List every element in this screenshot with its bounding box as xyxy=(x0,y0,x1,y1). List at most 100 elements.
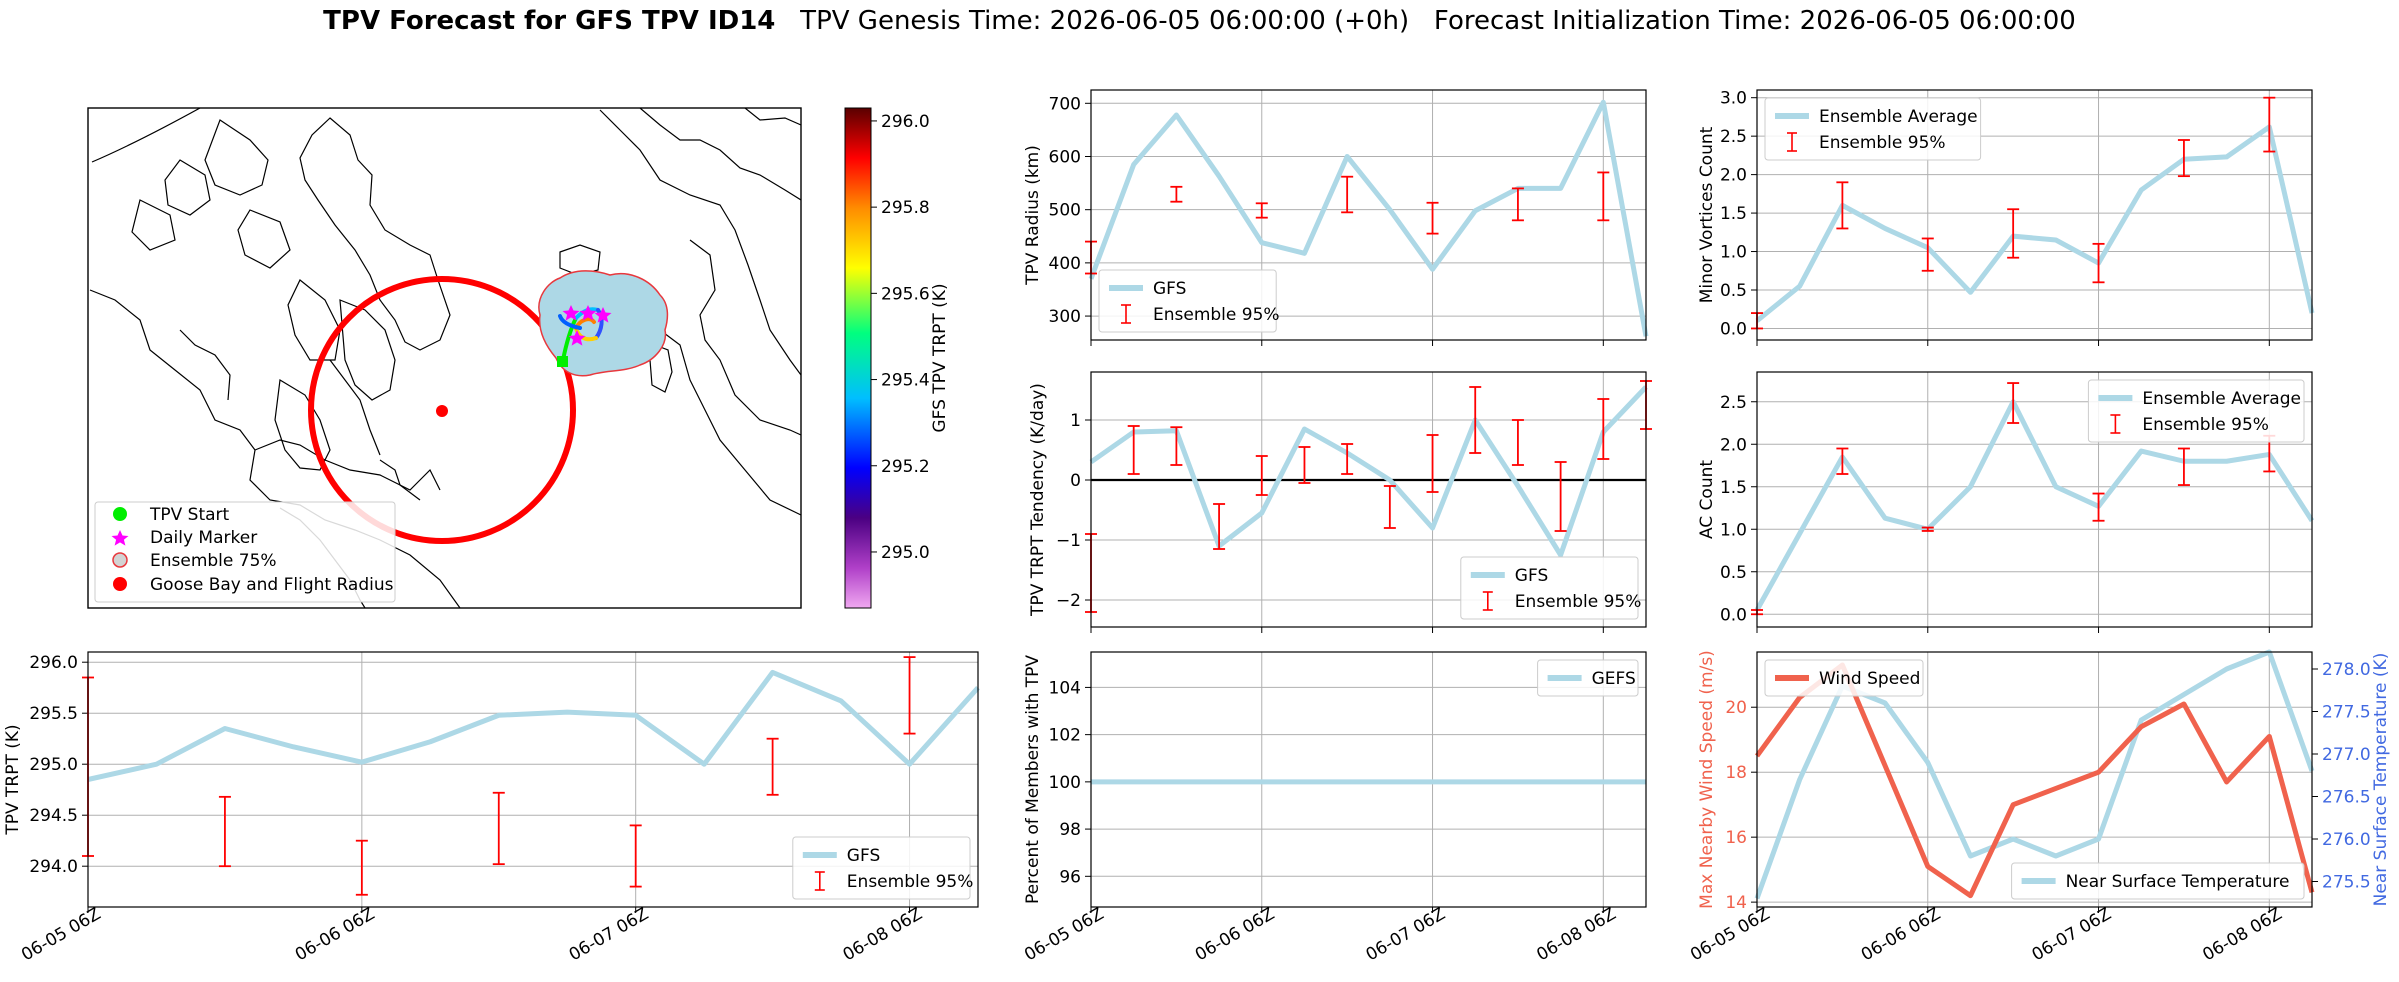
series-line xyxy=(87,669,980,782)
error-bar xyxy=(1383,485,1396,529)
legend-box xyxy=(1537,659,1639,697)
y-tick-label: 294.0 xyxy=(29,857,78,877)
error-bar xyxy=(2177,139,2190,178)
y-tick-label: −2 xyxy=(1056,591,1081,611)
x-tick-label: 06-07 06Z xyxy=(566,904,652,965)
legend-entry: GEFS xyxy=(1592,669,1636,689)
minor-vortices-panel: 0.0 0.5 1.0 1.5 2.0 2.5 3.0 Ensemble Average Ens… xyxy=(1697,89,2315,346)
error-bar xyxy=(1255,455,1268,496)
x-tick-label: 06-06 06Z xyxy=(1858,904,1944,965)
y-tick-label: 16 xyxy=(1725,828,1747,848)
y-tick-label: 98 xyxy=(1059,820,1081,840)
y-tick-label: 2.5 xyxy=(1720,127,1747,147)
y2-tick-label: 277.5 xyxy=(2322,703,2371,723)
error-bar xyxy=(1341,443,1354,475)
legend-goose-bay-icon xyxy=(113,577,127,591)
legend-entry: Ensemble 95% xyxy=(847,872,974,892)
y2-tick-label: 276.0 xyxy=(2322,830,2371,850)
error-bar xyxy=(2092,492,2105,522)
legend-entry: Ensemble Average xyxy=(1819,107,1978,127)
error-bar xyxy=(1298,446,1311,484)
error-bar xyxy=(1255,202,1268,219)
y-axis-label: TPV TRPT (K) xyxy=(3,724,23,835)
colorbar-tick-label: 295.6 xyxy=(881,284,930,304)
figure-title: TPV Forecast for GFS TPV ID14 TPV Genesi… xyxy=(0,6,2399,36)
y-tick-label: 14 xyxy=(1725,893,1747,913)
legend-entry: GFS xyxy=(847,846,880,866)
figure-title-bold: TPV Forecast for GFS TPV ID14 xyxy=(323,6,776,36)
x-tick-label: 06-05 06Z xyxy=(1687,904,1773,965)
plot-frame xyxy=(87,651,979,908)
y-tick-label: 18 xyxy=(1725,763,1747,783)
legend-daily-marker-icon xyxy=(111,530,129,546)
legend-tpv-start-icon xyxy=(113,507,127,521)
y-tick-label: 0.5 xyxy=(1720,563,1747,583)
error-bar xyxy=(1597,398,1610,460)
y-tick-label: 96 xyxy=(1059,867,1081,887)
colorbar-ticks: 296.0 295.8 295.6 295.4 295.2 295.0 xyxy=(871,112,930,563)
error-bar xyxy=(1469,386,1482,454)
error-bar xyxy=(2007,208,2020,259)
legend-box xyxy=(1460,556,1639,620)
legend-box xyxy=(1764,97,1982,161)
y-axis-label: Percent of Members with TPV xyxy=(1023,655,1043,904)
error-bar xyxy=(1426,201,1439,235)
flight-radius-circle xyxy=(308,276,576,544)
error-bar xyxy=(1921,526,1934,532)
x-tick-label: 06-06 06Z xyxy=(1192,904,1278,965)
legend-entry: Ensemble 95% xyxy=(1515,592,1642,612)
x-tick-label: 06-07 06Z xyxy=(1363,904,1449,965)
legend-entry: GFS xyxy=(1153,279,1186,299)
x-tick-label: 06-06 06Z xyxy=(292,904,378,965)
y-tick-label: 300 xyxy=(1049,307,1081,327)
y-tick-label: 100 xyxy=(1049,773,1081,793)
colorbar-tick-label: 295.4 xyxy=(881,371,930,391)
series-line xyxy=(1755,124,2315,323)
error-bar xyxy=(2092,242,2105,284)
y-tick-label: 2.0 xyxy=(1720,166,1747,186)
daily-marker-star xyxy=(579,305,597,321)
plot-frame xyxy=(1090,651,1647,908)
y-axis-label: TPV TRPT Tendency (K/day) xyxy=(1028,383,1048,617)
series-line xyxy=(1088,99,1649,337)
error-bar xyxy=(766,737,779,796)
y2-axis-label: Near Surface Temperature (K) xyxy=(2371,653,2391,907)
map-legend: TPV Start Daily Marker Ensemble 75% Goos… xyxy=(94,501,396,603)
x-tick-label: 06-05 06Z xyxy=(18,904,104,965)
error-bar xyxy=(903,656,916,735)
error-bar xyxy=(629,824,642,888)
plot-frame xyxy=(1090,89,1647,341)
y-tick-label: 104 xyxy=(1049,678,1081,698)
plot-frame xyxy=(1756,89,2313,341)
y-tick-label: 1.5 xyxy=(1720,478,1747,498)
error-bar xyxy=(2263,96,2276,153)
error-bar xyxy=(355,839,368,896)
y2-tick-label: 278.0 xyxy=(2322,660,2371,680)
error-bar xyxy=(1170,426,1183,466)
error-bar xyxy=(1511,419,1524,466)
tendency-panel: −2 −1 0 1 GFS Ensemble 95% TPV TRPT Tendency (… xyxy=(1028,371,1652,633)
y-tick-label: 0.0 xyxy=(1720,319,1747,339)
error-bar xyxy=(1426,434,1439,493)
colorbar-tick-label: 295.2 xyxy=(881,457,930,477)
error-bar xyxy=(218,795,231,868)
plot-frame xyxy=(1090,371,1647,628)
colorbar-label: GFS TPV TRPT (K) xyxy=(930,283,950,432)
y-tick-label: 1.5 xyxy=(1720,204,1747,224)
y-axis-label: AC Count xyxy=(1697,460,1717,539)
legend-entry: Ensemble 95% xyxy=(2142,415,2269,435)
error-bar xyxy=(1554,461,1567,532)
ac-count-panel: 0.0 0.5 1.0 1.5 2.0 2.5 Ensemble Average Ensemb… xyxy=(1697,371,2315,633)
map-panel: TPV Start Daily Marker Ensemble 75% Goos… xyxy=(87,107,950,609)
colorbar-gradient xyxy=(844,107,872,609)
figure-title-rest: TPV Genesis Time: 2026-06-05 06:00:00 (+… xyxy=(775,6,2076,36)
legend-ensemble-icon xyxy=(112,552,128,568)
y-tick-label: 2.5 xyxy=(1720,393,1747,413)
y-tick-label: 2.0 xyxy=(1720,435,1747,455)
legend-goose-bay: Goose Bay and Flight Radius xyxy=(150,575,394,595)
error-bar xyxy=(1341,175,1354,214)
plot-frame xyxy=(1756,651,2313,908)
x-tick-label: 06-05 06Z xyxy=(1021,904,1107,965)
y-tick-label: 295.5 xyxy=(29,704,78,724)
colorbar-tick-label: 296.0 xyxy=(881,112,930,132)
